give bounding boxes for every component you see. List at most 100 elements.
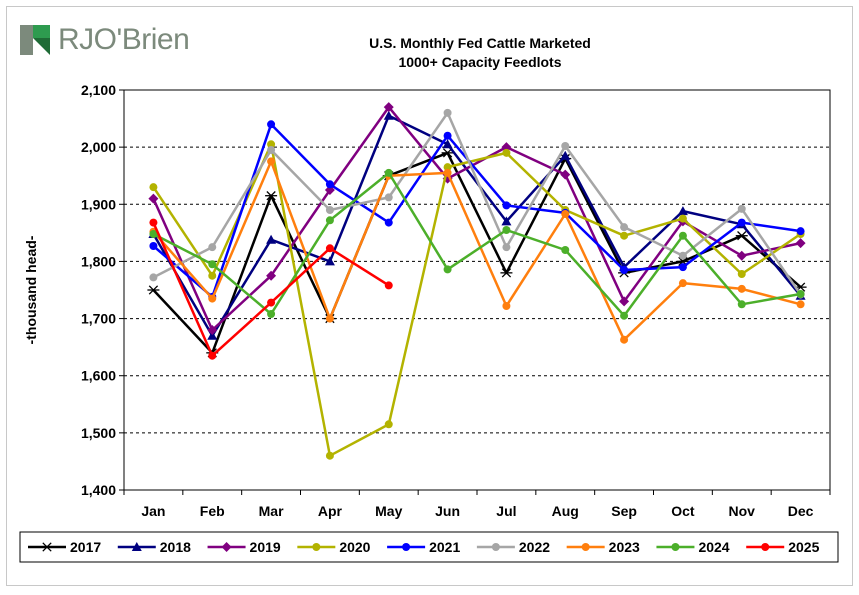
legend-item-2021: 2021 [387, 539, 460, 555]
marker-stroke [442, 148, 453, 158]
series-line-2024 [152, 171, 801, 317]
data-point-2022 [678, 251, 687, 260]
legend-swatch-marker [402, 543, 411, 551]
marker-stroke [678, 256, 688, 267]
x-tick-label: May [375, 503, 402, 519]
legend-item-2022: 2022 [476, 539, 550, 555]
data-point-2018 [266, 234, 277, 244]
data-point-2023 [678, 279, 687, 288]
series-2024 [149, 168, 805, 320]
x-tick-label: Jan [141, 503, 165, 519]
legend-item-2018: 2018 [117, 539, 191, 555]
data-point-2018 [383, 110, 394, 120]
data-point-2021 [796, 227, 805, 236]
data-point-2018 [677, 206, 688, 216]
x-tick-label: Nov [729, 503, 756, 519]
data-point-2019 [560, 169, 571, 180]
data-point-2021 [737, 218, 746, 227]
series-line-2017 [152, 151, 802, 355]
data-point-2020 [678, 214, 687, 223]
legend-label: 2021 [429, 539, 460, 555]
plot-area-border [123, 89, 831, 491]
data-point-2025 [149, 218, 158, 227]
data-point-2020 [502, 148, 511, 157]
x-tick-label: Feb [200, 503, 225, 519]
data-point-2020 [208, 271, 217, 280]
legend-label: 2020 [339, 539, 370, 555]
legend-label: 2022 [519, 539, 550, 555]
data-point-2022 [443, 108, 452, 117]
y-tick-label: 1,500 [81, 425, 116, 441]
x-tick-label: Dec [788, 503, 814, 519]
data-point-2018 [324, 256, 335, 266]
data-point-2020 [384, 420, 393, 429]
company-logo: RJO'Brien [18, 20, 190, 60]
data-point-2017 [500, 268, 513, 278]
data-point-2024 [620, 311, 629, 320]
data-point-2024 [384, 168, 393, 177]
series-2022 [149, 108, 805, 299]
x-tick-label: Oct [671, 503, 695, 519]
data-point-2024 [325, 216, 334, 225]
series-2025 [149, 218, 393, 360]
marker-stroke [266, 191, 276, 201]
legend-label: 2018 [160, 539, 191, 555]
data-point-2018 [207, 330, 218, 340]
series-2018 [148, 110, 806, 340]
legend: 2017 2018 2019 2020 2021 2022 2023 2024 2025 [28, 539, 820, 555]
data-point-2023 [267, 157, 276, 166]
series-line-2022 [152, 111, 802, 296]
legend-item-2020: 2020 [297, 539, 371, 555]
data-point-2020 [149, 183, 158, 192]
legend-item-2017: 2017 [28, 539, 101, 555]
data-point-2022 [620, 223, 629, 232]
data-point-2022 [737, 204, 746, 213]
data-point-2023 [796, 300, 805, 309]
data-point-2021 [443, 131, 452, 140]
chart-subtitle: 1000+ Capacity Feedlots [398, 54, 562, 70]
legend-label: 2023 [609, 539, 640, 555]
data-point-2025 [384, 281, 393, 290]
y-tick-label: 2,000 [81, 139, 116, 155]
data-point-2023 [208, 294, 217, 303]
data-point-2024 [561, 246, 570, 254]
y-tick-label: 1,900 [81, 196, 116, 212]
legend-label: 2019 [250, 539, 281, 555]
chart-title-block: U.S. Monthly Fed Cattle Marketed 1000+ C… [300, 34, 660, 72]
data-point-2018 [560, 150, 571, 160]
gridlines [124, 146, 830, 434]
data-point-2020 [620, 231, 629, 240]
data-point-2019 [148, 193, 159, 204]
data-point-2019 [324, 185, 335, 195]
data-point-2024 [502, 226, 511, 234]
data-point-2023 [737, 284, 746, 293]
data-point-2022 [208, 243, 217, 252]
x-tick-label: Sep [611, 503, 637, 519]
data-point-2019 [736, 250, 747, 261]
data-point-2019 [266, 270, 277, 281]
y-tick-label: 1,800 [81, 253, 116, 269]
legend-swatch-marker [131, 542, 142, 551]
legend-swatch-marker [761, 543, 770, 551]
legend-swatch-marker [312, 543, 321, 551]
data-point-2024 [267, 310, 276, 318]
legend-swatch-marker [671, 543, 680, 551]
marker-stroke [501, 268, 512, 278]
x-tick-label: Apr [318, 503, 343, 519]
data-point-2019 [207, 325, 218, 335]
x-tick-label: Aug [552, 503, 579, 519]
data-point-2020 [267, 140, 276, 149]
data-point-2018 [442, 139, 453, 149]
series-lines [147, 102, 807, 460]
data-point-2023 [620, 335, 629, 344]
legend-label: 2025 [788, 539, 819, 555]
data-point-2017 [735, 231, 748, 241]
data-point-2017 [265, 191, 278, 201]
y-tick-label: 1,700 [81, 311, 116, 327]
legend-swatch-marker [41, 542, 53, 552]
data-point-2021 [502, 201, 511, 210]
legend-label: 2017 [70, 539, 101, 555]
data-point-2021 [620, 266, 629, 274]
x-tick-label: Jun [435, 503, 460, 519]
